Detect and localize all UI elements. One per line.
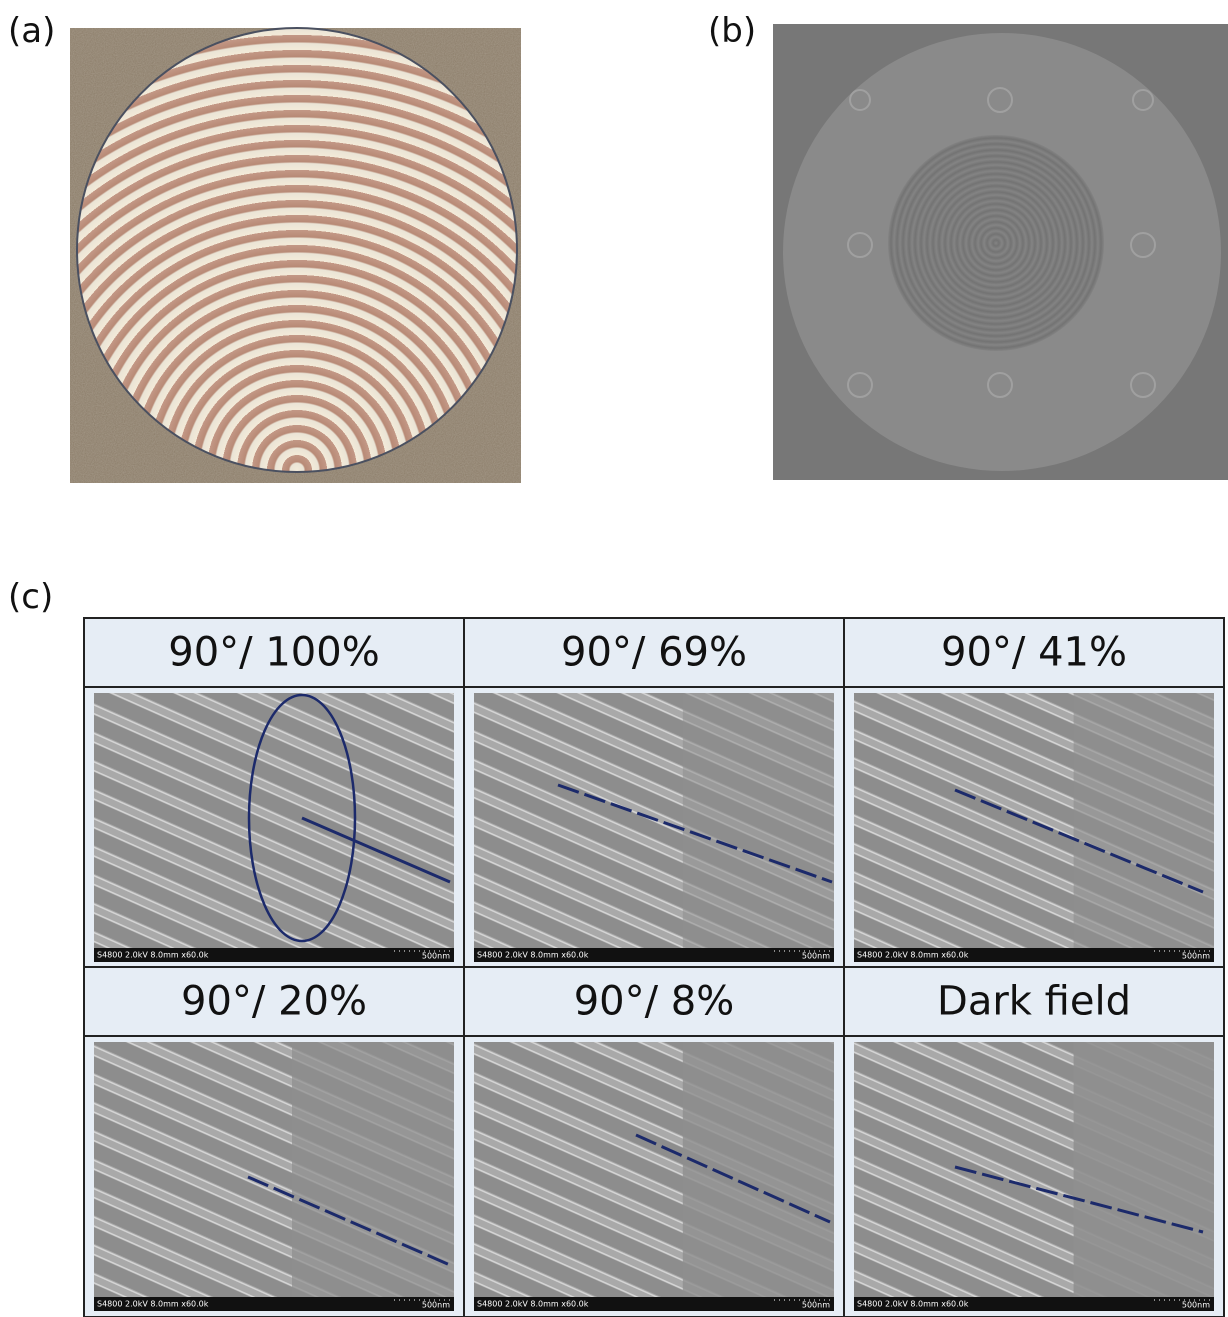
image-table: 90°/ 100% S4800 2.0kV 8.0mm x60.0k 500nm 90… — [84, 618, 1224, 1317]
info-text: S4800 2.0kV 8.0mm x60.0k — [857, 951, 969, 960]
info-text: S4800 2.0kV 8.0mm x60.0k — [477, 951, 589, 960]
sem-region — [683, 1042, 834, 1297]
sem-region — [292, 1042, 454, 1297]
scale-text: 500nm — [1182, 1301, 1210, 1310]
header-text: 90°/ 69% — [561, 630, 747, 676]
scale-text: 500nm — [802, 952, 830, 961]
photo-b — [773, 24, 1228, 480]
sem-region — [1074, 693, 1214, 948]
info-text: S4800 2.0kV 8.0mm x60.0k — [97, 1300, 209, 1309]
scale-text: 500nm — [1182, 952, 1210, 961]
header-text: 90°/ 41% — [941, 630, 1127, 676]
panel-label: (a) — [8, 11, 55, 51]
header-text: Dark field — [937, 979, 1131, 1025]
info-text: S4800 2.0kV 8.0mm x60.0k — [97, 951, 209, 960]
header-text: 90°/ 100% — [168, 630, 379, 676]
info-text: S4800 2.0kV 8.0mm x60.0k — [857, 1300, 969, 1309]
panel-label: (b) — [708, 11, 756, 51]
scale-text: 500nm — [422, 952, 450, 961]
figure: (a) (b) (c) 90°/ 100% S4800 2.0kV 8.0mm x… — [0, 0, 1228, 1317]
photo-a — [70, 28, 521, 483]
panel-label: (c) — [8, 577, 53, 617]
sem-region — [1074, 1042, 1214, 1297]
sem-region — [292, 693, 454, 948]
scale-text: 500nm — [422, 1301, 450, 1310]
header-text: 90°/ 20% — [181, 979, 367, 1025]
info-text: S4800 2.0kV 8.0mm x60.0k — [477, 1300, 589, 1309]
scale-text: 500nm — [802, 1301, 830, 1310]
sem-region — [683, 693, 834, 948]
header-text: 90°/ 8% — [574, 979, 735, 1025]
